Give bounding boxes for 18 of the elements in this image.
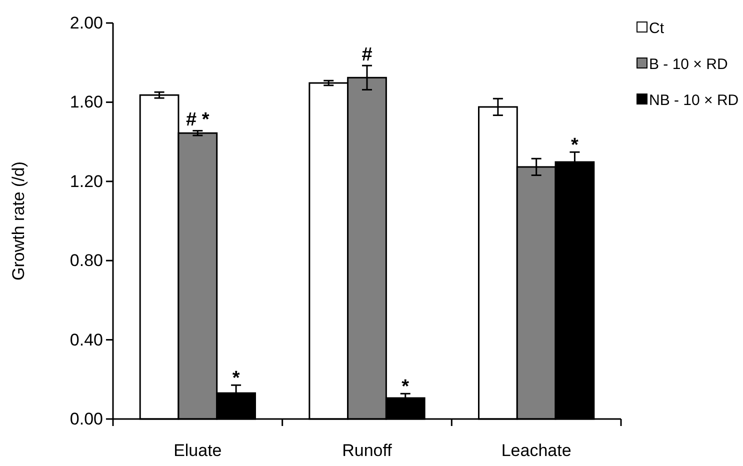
y-axis-title: Growth rate (/d) bbox=[9, 161, 28, 281]
legend-label: B - 10 × RD bbox=[649, 56, 728, 73]
data-label: * bbox=[571, 135, 580, 156]
y-tick-label: 0.00 bbox=[70, 409, 103, 428]
legend-label: NB - 10 × RD bbox=[649, 92, 739, 109]
annotation: # * bbox=[186, 110, 210, 131]
legend-label: Ct bbox=[649, 20, 665, 37]
y-tick-label: 2.00 bbox=[70, 13, 103, 32]
y-tick-label: 0.80 bbox=[70, 251, 103, 270]
annotation: # bbox=[362, 44, 373, 66]
x-tick-label: Eluate bbox=[174, 441, 222, 460]
y-tick-label: 1.20 bbox=[70, 172, 103, 191]
data-label: * bbox=[402, 376, 410, 398]
y-tick-label: 0.40 bbox=[70, 330, 103, 350]
data-label: * bbox=[232, 368, 240, 390]
x-tick-label: Runoff bbox=[342, 441, 392, 460]
x-tick-label: Leachate bbox=[501, 441, 572, 460]
y-tick-label: 1.60 bbox=[70, 92, 103, 112]
